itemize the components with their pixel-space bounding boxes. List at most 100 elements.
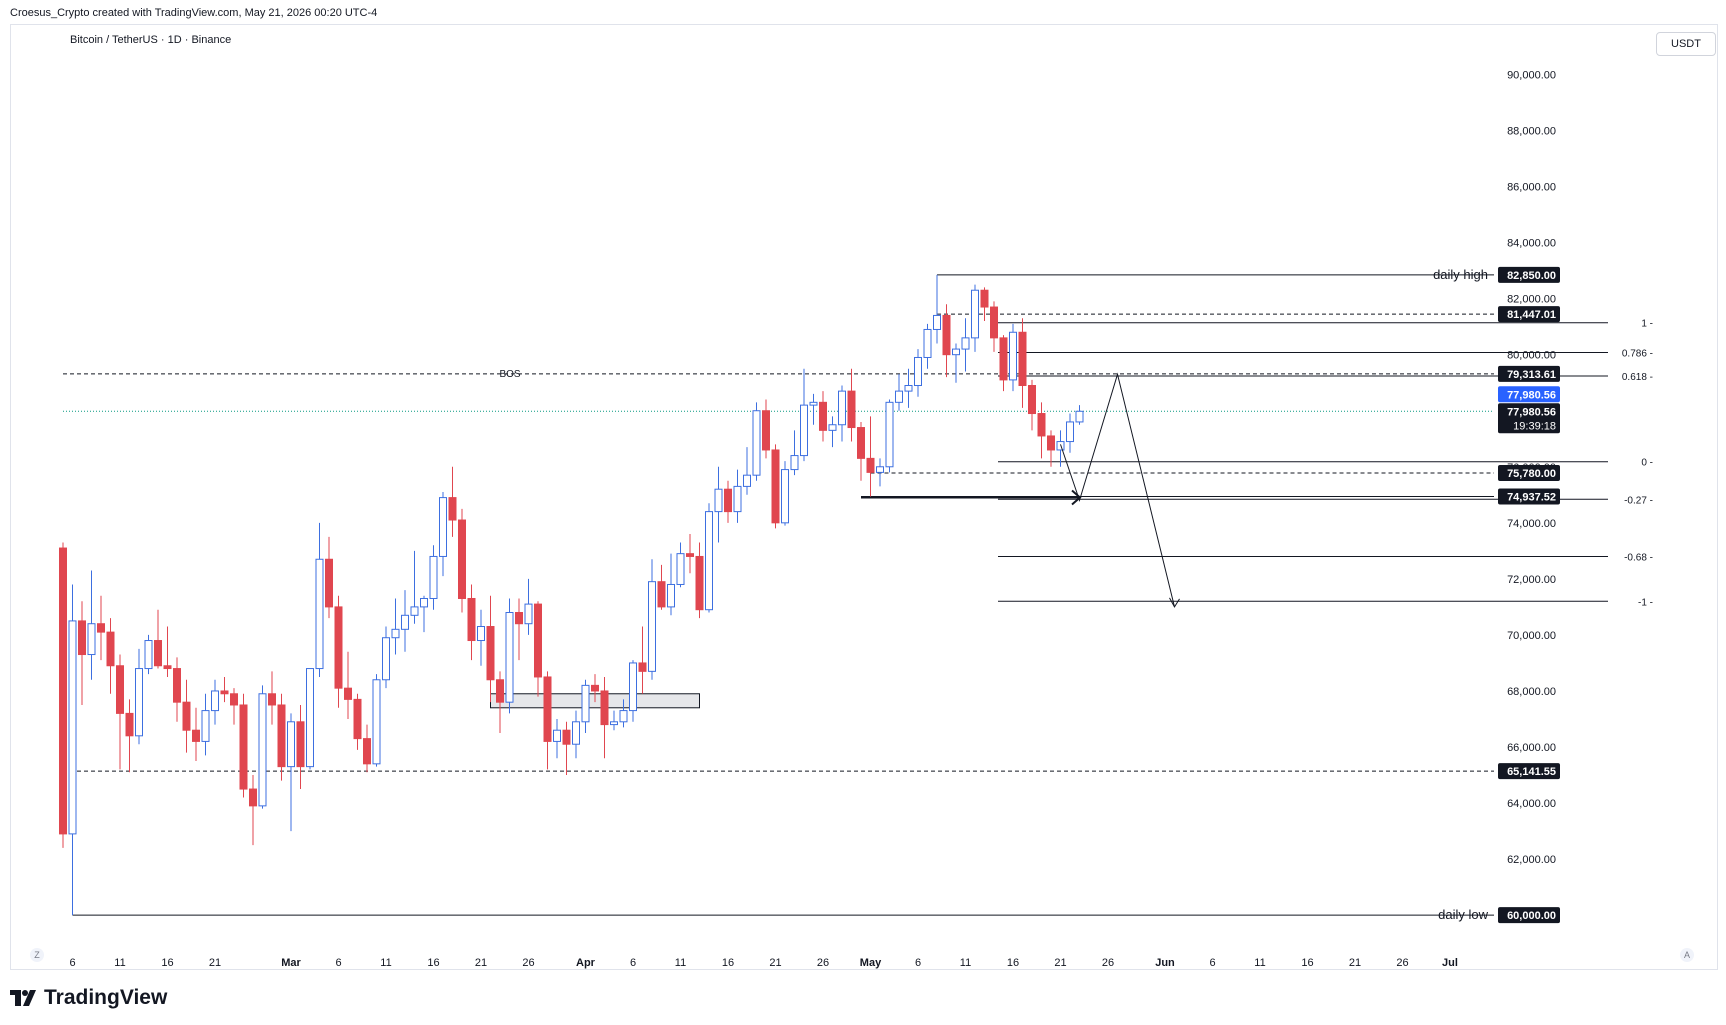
candle: [78, 601, 86, 705]
candle-body: [182, 701, 191, 731]
candle-body: [705, 511, 713, 611]
candle-body: [638, 662, 647, 672]
candle: [524, 578, 533, 635]
price-tag-text: 82,850.00: [1507, 270, 1556, 282]
candle: [448, 466, 457, 537]
candle-body: [353, 698, 362, 740]
candle: [220, 676, 229, 703]
candle-body: [486, 626, 495, 681]
x-tick-label: 16: [1007, 957, 1019, 969]
level-label: daily high: [1433, 267, 1488, 282]
x-tick-label: May: [860, 957, 882, 969]
level-label: daily low: [1438, 907, 1488, 922]
candle-body: [78, 620, 86, 656]
candle-body: [192, 729, 200, 742]
x-tick-label: 26: [1102, 957, 1114, 969]
currency-unit-button[interactable]: USDT: [1656, 32, 1716, 56]
candle: [429, 545, 438, 610]
candle-body: [268, 693, 276, 706]
price-tag: 79,313.61: [1498, 365, 1560, 382]
candle: [828, 416, 837, 448]
candle: [135, 648, 143, 745]
x-tick-label: Jul: [1442, 957, 1458, 969]
countdown-bg: [1498, 403, 1560, 434]
x-tick-label: 16: [161, 957, 173, 969]
candle: [230, 688, 238, 725]
candle-body: [572, 721, 580, 745]
current-price-tag-bg: [1498, 386, 1560, 403]
candle-body: [1066, 421, 1074, 443]
symbol-title[interactable]: Bitcoin / TetherUS · 1D · Binance: [70, 34, 232, 46]
candle: [1047, 430, 1055, 467]
candle: [686, 534, 694, 574]
candle: [182, 679, 191, 753]
candle: [781, 461, 789, 526]
candle: [667, 553, 675, 616]
candle-body: [686, 553, 694, 557]
candle-body: [724, 488, 732, 513]
candle-body: [562, 729, 571, 745]
candle: [144, 634, 153, 675]
x-tick-label: 6: [69, 957, 75, 969]
candle: [1028, 379, 1036, 431]
candle: [553, 718, 561, 759]
right-arrow-head: [1071, 489, 1082, 506]
x-tick-label: 16: [1301, 957, 1313, 969]
candle: [382, 626, 390, 689]
candle-body: [1037, 413, 1046, 437]
candle-body: [591, 684, 599, 692]
auto-scale-button[interactable]: A: [1680, 948, 1694, 962]
candle: [439, 492, 447, 577]
candle-body: [866, 457, 875, 473]
price-tag-bg: [1498, 306, 1560, 323]
price-tag-bg: [1498, 365, 1560, 382]
candle: [268, 671, 276, 725]
candle-body: [676, 553, 685, 585]
candle: [477, 609, 485, 666]
candle-body: [249, 788, 257, 807]
countdown-price: 77,980.56: [1507, 406, 1556, 418]
candle-body: [287, 721, 295, 768]
candle: [353, 693, 362, 750]
candle: [467, 584, 476, 661]
y-tick-label: 74,000.00: [1507, 518, 1556, 530]
candle: [344, 651, 352, 719]
x-tick-label: 21: [209, 957, 221, 969]
candle: [847, 368, 856, 442]
candle-body: [762, 410, 770, 451]
current-price-tag: 77,980.56: [1498, 386, 1560, 403]
candle: [163, 626, 172, 677]
candle: [961, 318, 970, 372]
z-toggle-button[interactable]: Z: [30, 948, 44, 962]
candle: [325, 536, 333, 619]
candle: [277, 693, 286, 781]
candle-body: [144, 640, 153, 670]
candle-body: [315, 558, 324, 670]
candle-body: [230, 693, 238, 706]
candle: [904, 368, 913, 408]
candle-body: [1009, 331, 1017, 381]
candle-body: [135, 668, 143, 737]
candle-body: [496, 679, 504, 703]
candle-body: [448, 497, 457, 521]
y-tick-label: 72,000.00: [1507, 574, 1556, 586]
candle: [515, 598, 523, 661]
candle-body: [363, 738, 371, 765]
candle-body: [771, 449, 780, 524]
candle-body: [211, 690, 219, 712]
candle-body: [296, 721, 305, 768]
tradingview-brand[interactable]: TradingView: [10, 986, 167, 1010]
candle: [971, 284, 979, 352]
y-tick-label: 82,000.00: [1507, 294, 1556, 306]
countdown-tag: 77,980.56 19:39:18: [1498, 403, 1560, 434]
price-tag-bg: [1498, 763, 1560, 780]
price-tag: 60,000.00: [1498, 907, 1560, 924]
candle-body: [629, 662, 637, 712]
candle-body: [325, 558, 333, 608]
candle-body: [819, 401, 827, 431]
candle-body: [87, 623, 96, 656]
y-tick-label: 66,000.00: [1507, 742, 1556, 754]
tradingview-logo-icon: [10, 990, 36, 1006]
candle: [363, 724, 371, 773]
